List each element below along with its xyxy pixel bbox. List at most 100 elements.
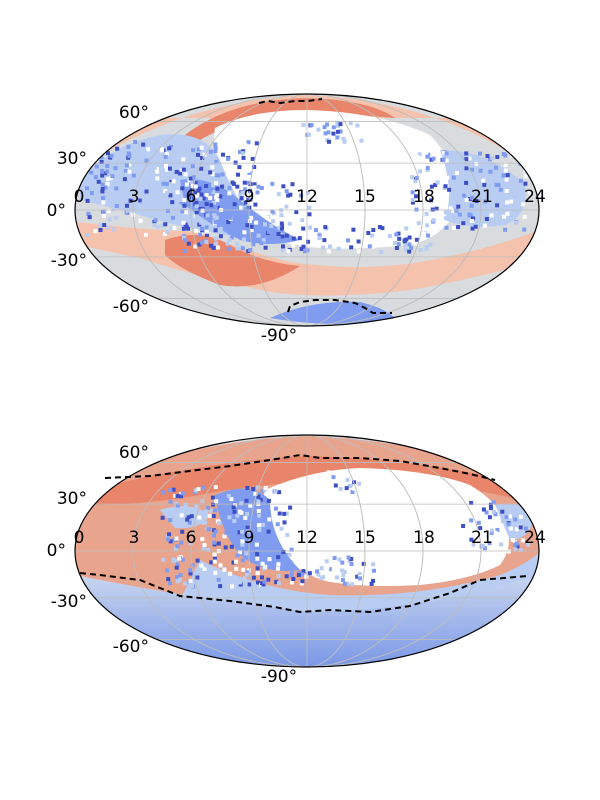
speckle-mark [296,570,301,575]
speckle-mark [276,555,281,560]
speckle-mark [251,242,256,247]
speckle-mark [93,175,98,180]
speckle-mark [252,182,257,187]
speckle-mark [211,183,216,188]
speckle-mark [228,215,233,220]
speckle-mark [505,200,510,205]
speckle-mark [237,165,242,170]
speckle-mark [177,578,182,582]
speckle-mark [106,209,111,214]
speckle-mark [144,158,149,163]
speckle-mark [199,220,204,225]
speckle-mark [190,184,195,189]
speckle-mark [274,506,278,511]
speckle-mark [218,584,223,589]
speckle-mark [214,195,218,200]
speckle-mark [308,232,313,237]
speckle-mark [471,542,476,547]
speckle-mark [297,236,302,241]
top-ra-label-6: 6 [186,187,197,207]
speckle-mark [245,547,249,552]
speckle-mark [284,511,289,516]
speckle-mark [93,229,98,234]
speckle-mark [173,493,178,498]
speckle-mark [199,563,204,568]
speckle-mark [244,570,249,575]
speckle-mark [247,170,252,175]
speckle-mark [113,215,118,220]
speckle-mark [247,582,252,587]
speckle-mark [99,155,104,160]
speckle-mark [489,528,494,533]
speckle-mark [415,155,420,160]
speckle-mark [333,483,338,488]
speckle-mark [307,212,312,217]
speckle-mark [188,571,193,576]
speckle-mark [359,138,364,143]
speckle-mark [513,547,518,552]
speckle-mark [340,578,345,582]
speckle-mark [216,541,221,546]
speckle-mark [101,196,106,200]
speckle-mark [338,486,343,491]
speckle-mark [291,577,296,581]
speckle-mark [520,538,525,543]
speckle-mark [160,490,165,495]
speckle-mark [166,537,171,542]
speckle-mark [345,557,349,562]
speckle-mark [111,207,116,212]
speckle-mark [211,502,216,507]
speckle-mark [190,164,195,169]
speckle-mark [143,162,148,166]
speckle-mark [246,180,251,185]
speckle-mark [246,196,251,201]
speckle-mark [403,243,408,248]
speckle-mark [255,552,260,557]
speckle-mark [110,174,115,179]
speckle-mark [521,202,526,207]
speckle-mark [456,225,461,229]
speckle-mark [500,515,505,520]
speckle-mark [171,557,176,562]
speckle-mark [155,204,160,209]
speckle-mark [100,173,105,178]
speckle-mark [98,228,103,232]
speckle-mark [179,202,184,206]
speckle-mark [267,557,272,562]
speckle-mark [256,509,261,513]
speckle-mark [474,199,479,203]
speckle-mark [429,226,433,231]
speckle-mark [299,581,304,586]
speckle-mark [469,501,474,505]
speckle-mark [184,152,189,157]
speckle-mark [107,141,112,146]
speckle-mark [342,486,347,491]
speckle-mark [281,184,286,189]
speckle-mark [142,192,147,197]
speckle-mark [433,200,438,205]
speckle-mark [336,246,341,251]
speckle-mark [175,579,180,584]
speckle-mark [349,245,354,250]
speckle-mark [232,503,237,508]
speckle-mark [397,236,402,241]
speckle-mark [445,175,450,180]
speckle-mark [212,209,216,214]
speckle-mark [183,581,188,586]
speckle-mark [370,233,375,238]
speckle-mark [277,225,282,230]
speckle-mark [441,157,446,162]
speckle-mark [370,237,375,242]
speckle-mark [227,515,232,520]
speckle-mark [518,178,523,183]
speckle-mark [307,132,312,137]
speckle-mark [487,541,492,546]
speckle-mark [500,519,505,524]
speckle-mark [197,186,202,191]
speckle-mark [89,160,94,165]
speckle-mark [179,513,184,518]
bottom-empty-region [260,468,509,586]
speckle-mark [255,190,260,195]
speckle-mark [451,208,456,213]
